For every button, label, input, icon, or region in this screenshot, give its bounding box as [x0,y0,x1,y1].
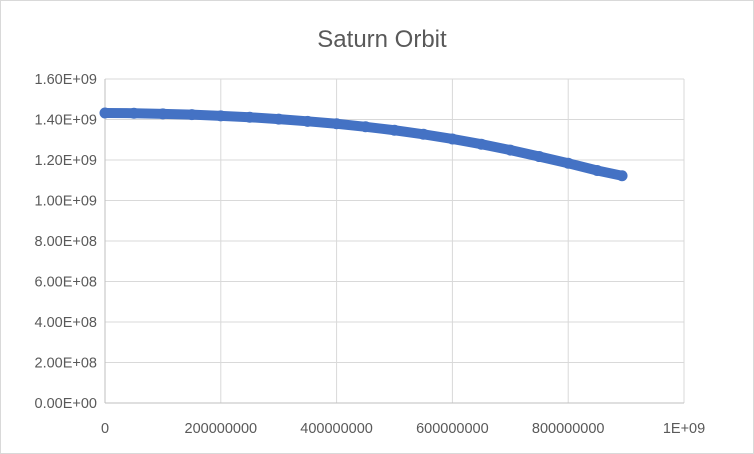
y-tick-label: 4.00E+08 [35,315,98,331]
data-point [533,151,545,163]
data-point [215,110,227,122]
y-tick-label: 6.00E+08 [35,275,98,291]
data-point [475,138,487,150]
data-point [504,144,516,156]
y-tick-label: 1.20E+09 [35,153,98,169]
data-point [331,118,343,130]
series-0 [99,107,628,182]
y-tick-labels: 0.00E+00 2.00E+08 4.00E+08 6.00E+08 8.00E+08… [35,72,98,412]
data-point [389,124,400,136]
x-tick-label: 1E+09 [663,421,705,437]
y-tick-label: 1.60E+09 [35,72,98,88]
y-tick-label: 0.00E+00 [35,396,98,412]
data-point [157,108,169,120]
y-tick-label: 1.40E+09 [35,113,98,129]
data-point [128,107,140,119]
x-tick-label: 200000000 [185,421,258,437]
data-point [591,165,603,177]
y-tick-label: 2.00E+08 [35,356,98,372]
data-point [302,115,314,127]
data-point [417,128,429,140]
data-point [99,107,111,119]
x-tick-label: 400000000 [300,421,373,437]
x-tick-label: 800000000 [532,421,605,437]
y-tick-label: 1.00E+09 [35,194,98,210]
data-series [99,107,628,182]
data-point [244,111,256,123]
data-point [273,113,285,125]
x-tick-label: 600000000 [416,421,489,437]
data-point [562,157,574,169]
data-point [360,121,372,133]
data-point [616,170,628,182]
chart-title: Saturn Orbit [317,26,447,53]
axes [104,79,684,404]
x-tick-labels: 0 200000000 400000000 600000000 800000000 1E+… [101,421,705,437]
gridlines [105,78,685,403]
y-tick-label: 8.00E+08 [35,234,98,250]
x-tick-label: 0 [101,421,109,437]
data-point [446,133,458,145]
data-point [186,109,198,121]
